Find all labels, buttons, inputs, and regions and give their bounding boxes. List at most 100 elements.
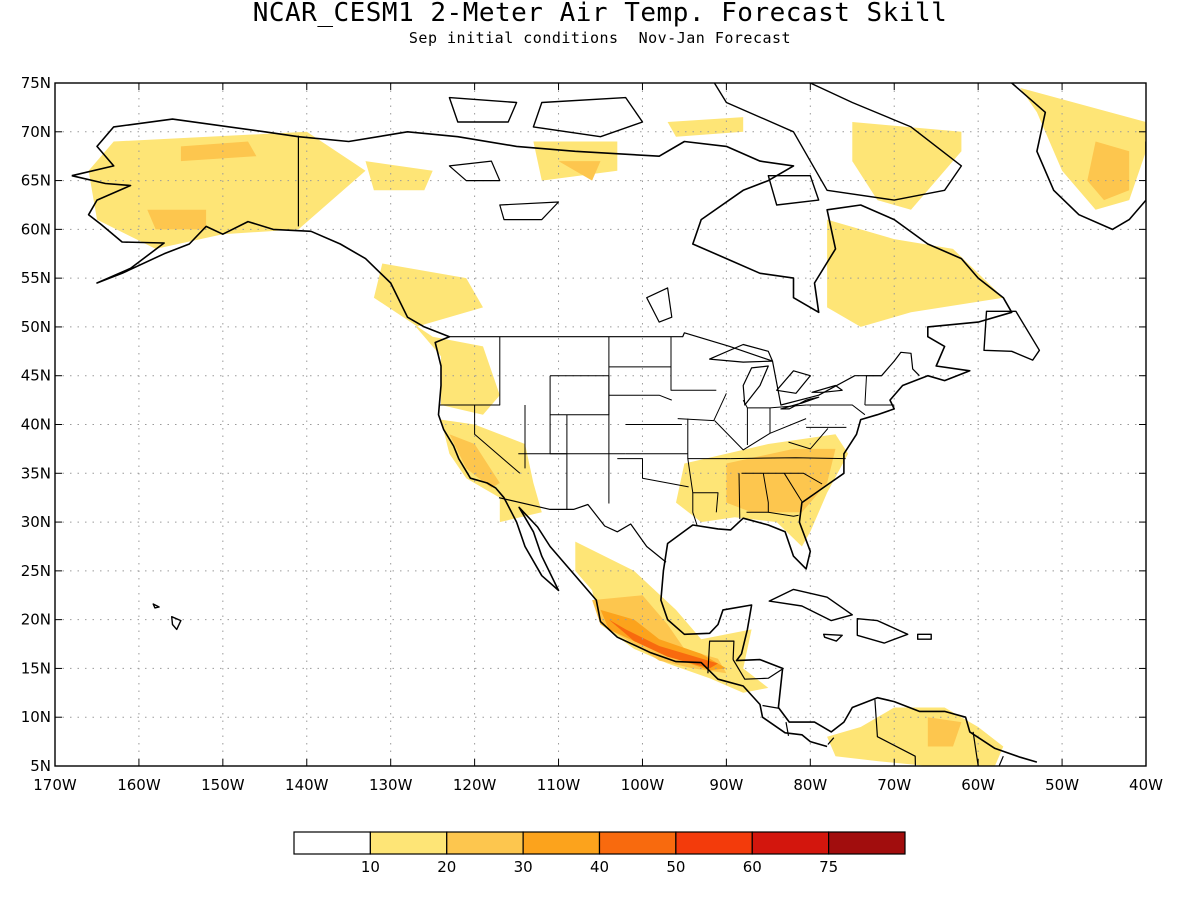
country-border xyxy=(762,704,780,709)
lon-tick-label: 60W xyxy=(961,776,995,794)
lon-tick-label: 120W xyxy=(453,776,497,794)
lon-tick-label: 170W xyxy=(33,776,77,794)
lon-tick-label: 150W xyxy=(201,776,245,794)
lake-outline xyxy=(780,396,820,410)
colorbar-swatch xyxy=(522,831,601,855)
state-border xyxy=(670,336,717,391)
lat-tick-label: 10N xyxy=(21,708,51,726)
skill-region-level-1 xyxy=(575,541,769,693)
skill-region-level-2 xyxy=(180,141,257,162)
lon-tick-label: 80W xyxy=(793,776,827,794)
state-border xyxy=(692,492,698,526)
lat-tick-label: 65N xyxy=(21,172,51,190)
island-coastline xyxy=(823,633,843,642)
state-border xyxy=(608,394,672,401)
island-coastline xyxy=(448,96,518,123)
map-title: NCAR_CESM1 2-Meter Air Temp. Forecast Sk… xyxy=(252,0,948,28)
island-coastline xyxy=(170,616,182,631)
country-border xyxy=(447,332,920,406)
country-border xyxy=(498,497,667,563)
country-border xyxy=(707,640,735,674)
state-border xyxy=(768,511,799,517)
country-border xyxy=(827,737,835,745)
coastline xyxy=(71,118,1038,763)
lat-tick-label: 20N xyxy=(21,611,51,629)
lat-tick-label: 50N xyxy=(21,318,51,336)
country-border xyxy=(785,721,790,736)
lat-tick-label: 40N xyxy=(21,416,51,434)
colorbar-swatch xyxy=(369,831,448,855)
lake-outline xyxy=(811,384,843,393)
state-border xyxy=(742,399,807,409)
lake-outline xyxy=(499,201,560,221)
skill-region-level-1 xyxy=(827,219,1004,327)
island-coastline xyxy=(152,603,160,609)
skill-region-level-2 xyxy=(927,717,962,747)
map-subtitle: Sep initial conditions Nov-Jan Forecast xyxy=(0,29,1200,47)
skill-region-level-4 xyxy=(608,619,718,669)
lat-tick-label: 45N xyxy=(21,367,51,385)
lake-outline xyxy=(776,370,811,394)
lat-tick-label: 25N xyxy=(21,562,51,580)
lat-tick-label: 15N xyxy=(21,659,51,677)
island-coastline xyxy=(532,96,644,138)
state-border xyxy=(788,428,829,450)
island-coastline xyxy=(767,174,820,206)
state-border xyxy=(714,418,807,451)
country-border xyxy=(998,755,1004,766)
lat-tick-label: 60N xyxy=(21,220,51,238)
colorbar-swatch xyxy=(828,831,906,855)
state-border xyxy=(474,405,521,474)
state-border xyxy=(617,458,689,488)
state-border xyxy=(687,458,719,513)
lon-tick-label: 160W xyxy=(117,776,161,794)
colorbar-swatch xyxy=(598,831,677,855)
island-coastline xyxy=(917,633,932,640)
skill-region-level-1 xyxy=(373,263,500,415)
skill-region-level-1 xyxy=(533,141,618,181)
colorbar-label: 30 xyxy=(514,858,533,876)
colorbar-label: 50 xyxy=(666,858,685,876)
island-coastline xyxy=(768,588,853,622)
colorbar-swatch xyxy=(751,831,830,855)
state-border xyxy=(677,393,727,422)
colorbar-swatch xyxy=(293,831,371,855)
lake-outline xyxy=(708,343,774,363)
state-border xyxy=(746,473,769,513)
lon-tick-label: 40W xyxy=(1129,776,1163,794)
lon-tick-label: 70W xyxy=(877,776,911,794)
subtitle-initial-conditions: Sep initial conditions xyxy=(408,29,619,47)
graticule-grid xyxy=(55,83,1146,766)
country-border xyxy=(972,731,979,766)
lat-tick-label: 55N xyxy=(21,269,51,287)
lon-tick-label: 90W xyxy=(709,776,743,794)
lat-tick-label: 75N xyxy=(21,74,51,92)
lat-tick-label: 70N xyxy=(21,123,51,141)
lake-outline xyxy=(742,365,769,406)
lon-tick-label: 100W xyxy=(621,776,665,794)
country-border xyxy=(732,659,784,680)
skill-region-level-2 xyxy=(1087,141,1130,201)
colorbar-swatch xyxy=(675,831,753,855)
lat-tick-label: 5N xyxy=(30,757,51,775)
lake-outline xyxy=(646,287,673,323)
skill-region-level-1 xyxy=(365,161,433,191)
colorbar-label: 40 xyxy=(590,858,609,876)
lon-tick-label: 50W xyxy=(1045,776,1079,794)
lake-outline xyxy=(448,160,501,182)
colorbar-label: 75 xyxy=(819,858,838,876)
colorbar-label: 20 xyxy=(437,858,456,876)
state-border xyxy=(738,473,741,520)
state-border xyxy=(730,457,846,460)
island-coastline xyxy=(856,618,909,644)
greenland-coastline xyxy=(1011,83,1146,231)
lon-tick-label: 110W xyxy=(537,776,581,794)
colorbar: 10 20 30 40 50 60 75 xyxy=(293,831,906,876)
skill-region-level-2 xyxy=(558,161,601,181)
axis-ticks: 170W 160W 150W 140W 130W 120W 110W 100W 90W 80W 70… xyxy=(21,74,1163,794)
skill-region-level-2 xyxy=(726,448,836,513)
lat-tick-label: 35N xyxy=(21,464,51,482)
subtitle-forecast-period: Nov-Jan Forecast xyxy=(638,29,792,47)
skill-region-level-3 xyxy=(600,609,727,671)
